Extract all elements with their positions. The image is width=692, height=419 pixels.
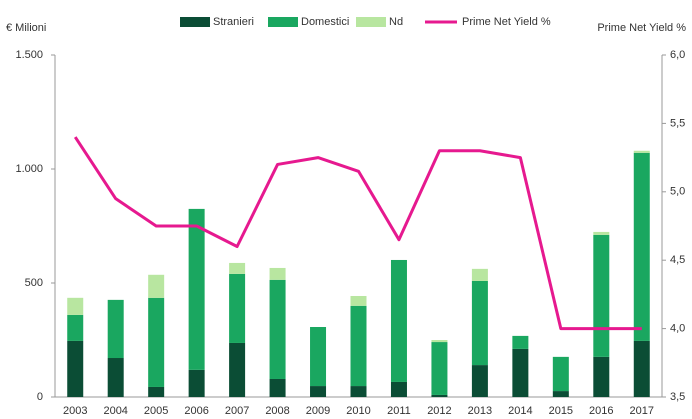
legend-swatch xyxy=(180,17,210,27)
x-tick-label: 2015 xyxy=(549,405,573,417)
y2-tick-label: 4,0 xyxy=(670,323,685,335)
bar-segment xyxy=(229,273,246,343)
bar-segment xyxy=(148,297,165,387)
bar-segment xyxy=(269,378,286,397)
x-tick-label: 2009 xyxy=(306,405,330,417)
bar-segment xyxy=(390,259,407,382)
legend-label: Domestici xyxy=(301,16,349,28)
bar-segment xyxy=(67,314,84,341)
bar-segment xyxy=(633,150,650,153)
bar-segment xyxy=(471,280,488,366)
x-tick-label: 2011 xyxy=(387,405,411,417)
bar-segment xyxy=(188,369,205,397)
bar-segment xyxy=(310,327,327,387)
y-tick-label: 0 xyxy=(37,391,43,403)
bar-segment xyxy=(67,297,84,315)
bar-segment xyxy=(269,279,286,379)
bar-segment xyxy=(229,342,246,397)
y2-tick-label: 4,5 xyxy=(670,254,685,266)
bar-segment xyxy=(552,391,569,397)
x-tick-label: 2012 xyxy=(427,405,451,417)
x-tick-label: 2004 xyxy=(103,405,127,417)
bar-segment xyxy=(148,386,165,397)
legend-label: Stranieri xyxy=(213,16,254,28)
bar-segment xyxy=(188,208,205,370)
bar-segment xyxy=(552,356,569,392)
bar-segment xyxy=(512,348,529,397)
x-tick-label: 2010 xyxy=(346,405,370,417)
bar-segment xyxy=(431,342,448,395)
x-tick-label: 2003 xyxy=(63,405,87,417)
bar-segment xyxy=(310,386,327,397)
y2-tick-label: 5,5 xyxy=(670,117,685,129)
y-tick-label: 500 xyxy=(25,277,43,289)
bar-segment xyxy=(350,295,367,306)
bar-segment xyxy=(431,340,448,343)
bar-segment xyxy=(633,152,650,341)
legend-swatch xyxy=(268,17,298,27)
bar-segment xyxy=(633,340,650,397)
bar-segment xyxy=(350,305,367,387)
y2-axis-label: Prime Net Yield % xyxy=(597,22,686,34)
bar-segment xyxy=(229,262,246,274)
bar-segment xyxy=(471,268,488,281)
x-tick-label: 2005 xyxy=(144,405,168,417)
bar-segment xyxy=(593,234,610,357)
y2-tick-label: 6,0 xyxy=(670,49,685,61)
bar-segment xyxy=(593,356,610,397)
y-tick-label: 1.500 xyxy=(15,49,43,61)
y2-tick-label: 5,0 xyxy=(670,186,685,198)
bar-segment xyxy=(67,340,84,397)
bar-segment xyxy=(107,358,124,397)
y2-tick-label: 3,5 xyxy=(670,391,685,403)
x-tick-label: 2007 xyxy=(225,405,249,417)
y-axis-label: € Milioni xyxy=(6,22,46,34)
bar-segment xyxy=(350,386,367,397)
bar-segment xyxy=(148,274,165,298)
x-tick-label: 2016 xyxy=(589,405,613,417)
x-tick-label: 2017 xyxy=(630,405,654,417)
legend-swatch xyxy=(356,17,386,27)
bar-segment xyxy=(431,394,448,397)
y-tick-label: 1.000 xyxy=(15,163,43,175)
x-tick-label: 2014 xyxy=(508,405,532,417)
yield-line xyxy=(73,136,642,331)
bar-segment xyxy=(269,267,286,280)
x-tick-label: 2006 xyxy=(184,405,208,417)
x-tick-label: 2013 xyxy=(468,405,492,417)
bar-segment xyxy=(471,365,488,397)
bar-segment xyxy=(107,299,124,359)
bar-segment xyxy=(390,381,407,397)
legend-label: Prime Net Yield % xyxy=(462,16,551,28)
bar-segment xyxy=(593,231,610,235)
x-tick-label: 2008 xyxy=(265,405,289,417)
bar-segment xyxy=(512,335,529,349)
legend-label: Nd xyxy=(389,16,403,28)
